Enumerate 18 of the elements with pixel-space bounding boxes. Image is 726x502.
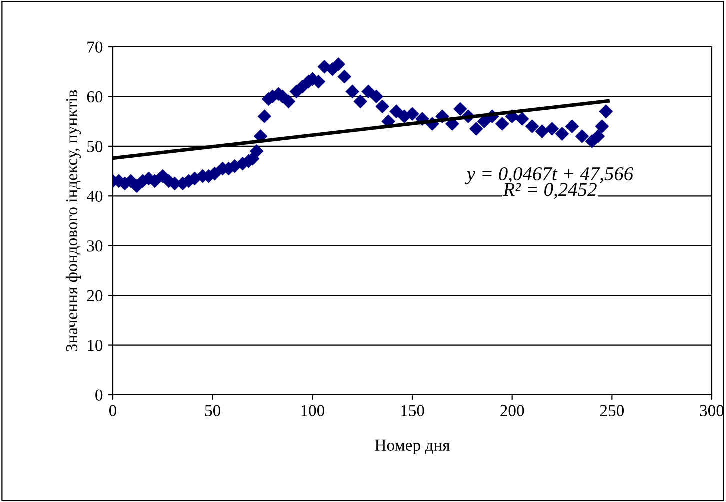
y-tick-label: 70 (88, 42, 103, 53)
y-tick-label: 60 (87, 91, 103, 103)
y-tick-label: 0 (96, 390, 103, 401)
x-tick-label: 100 (302, 405, 325, 416)
x-tick-label: 250 (600, 405, 624, 416)
x-axis-title: Номер дня (375, 440, 450, 454)
y-tick-label: 20 (87, 290, 103, 302)
y-tick-label: 10 (88, 340, 103, 352)
y-tick-label: 40 (86, 190, 103, 202)
x-tick-label: 300 (700, 405, 724, 416)
x-tick-label: 200 (500, 405, 524, 416)
annotation: R² = 0,2452 (503, 183, 597, 200)
y-tick-label: 50 (88, 141, 103, 152)
x-tick-label: 50 (205, 405, 221, 416)
x-tick-label: 150 (401, 405, 424, 416)
x-tick-label: 0 (109, 405, 117, 416)
y-tick-label: 30 (87, 240, 103, 252)
y-axis-title: Значення фондового індексу, пунктів (66, 90, 82, 352)
